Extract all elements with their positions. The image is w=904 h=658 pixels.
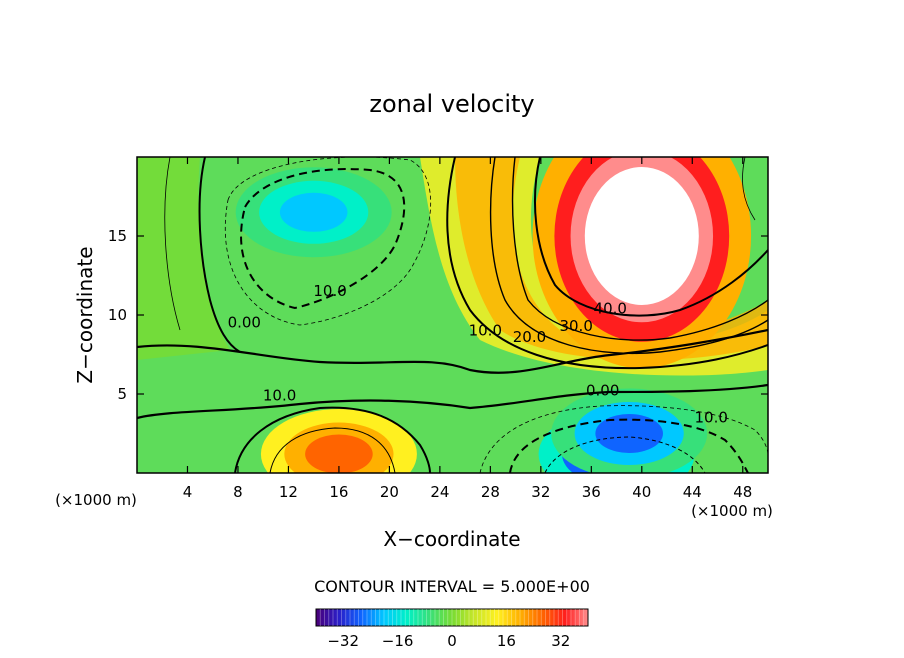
colorbar-tick-label: 0 (447, 632, 457, 650)
y-tick-label: 15 (108, 227, 127, 245)
y-axis-label: Z−coordinate (73, 246, 97, 383)
x-tick-label: 4 (183, 483, 193, 501)
contour-line-10-lower-left (234, 406, 431, 473)
contour-line-neg5-upper (224, 157, 432, 326)
field-band-0 (137, 157, 230, 360)
y-tick-label: 10 (108, 306, 127, 324)
contour-line-20-right (489, 157, 768, 355)
x-tick-label: 28 (481, 483, 500, 501)
field-feature-3-level-2 (305, 434, 373, 473)
x-tick-label: 16 (329, 483, 348, 501)
x-tick-label: 24 (430, 483, 449, 501)
x-tick-label: 48 (733, 483, 752, 501)
field-band-2 (455, 157, 768, 361)
contour-line-zero-lower (137, 383, 768, 420)
contour-label: 10.0 (263, 386, 296, 404)
contour-interval-text: CONTOUR INTERVAL = 5.000E+00 (314, 577, 590, 596)
contour-line-thin-left (164, 157, 181, 331)
x-unit-left: (×1000 m) (55, 491, 137, 509)
x-tick-label: 36 (582, 483, 601, 501)
contour-line-neg10-upper (240, 168, 406, 310)
contour-label: 0.00 (228, 314, 261, 332)
colorbar-tick-label: −32 (327, 632, 359, 650)
contour-line-30-right (511, 157, 768, 341)
contour-label: 40.0 (594, 299, 627, 317)
x-tick-label: 12 (279, 483, 298, 501)
contour-label: 0.00 (586, 382, 619, 400)
x-tick-label: 32 (531, 483, 550, 501)
y-axis: 5 10 15 (108, 227, 768, 403)
colorbar-tick-label: 16 (497, 632, 516, 650)
colorbar-tick-label: −16 (382, 632, 414, 650)
contour-label: 20.0 (513, 328, 546, 346)
contour-line-zero-left (198, 157, 241, 353)
x-tick-label: 44 (683, 483, 702, 501)
colorbar-ticks: −32 −16 0 16 32 (327, 632, 570, 650)
x-tick-label: 40 (632, 483, 651, 501)
field-feature-1-level-2 (595, 414, 663, 453)
contour-line-neg20-lower (544, 436, 706, 473)
contour-line-10-right (446, 157, 768, 370)
contour-label-layer: 0.00 10.0 10.0 10.0 20.0 30.040.0 0.00 10.0 (228, 282, 728, 426)
contour-line-thin-right (742, 157, 756, 221)
colorbar-tick-label: 32 (551, 632, 570, 650)
field-layer (137, 157, 768, 473)
x-tick-label: 20 (380, 483, 399, 501)
x-tick-label: 8 (233, 483, 243, 501)
chart-title: zonal velocity (369, 90, 534, 118)
contour-label: 10.0 (313, 282, 346, 300)
contour-line-zero-upper (137, 328, 768, 374)
contour-line-40-right (534, 157, 768, 317)
contour-line-neg5-lower (479, 405, 768, 473)
y-tick-label: 5 (117, 385, 127, 403)
contour-layer (137, 157, 768, 473)
x-unit-right: (×1000 m) (691, 502, 773, 520)
contour-label: 10.0 (469, 322, 502, 340)
contour-label: 30.0 (559, 317, 592, 335)
contour-line-20-lower-left (269, 427, 396, 473)
colorbar-stripes (319, 609, 585, 626)
contour-label: 10.0 (695, 408, 728, 426)
field-feature-4-level-3 (584, 167, 699, 305)
contour-line-neg10-lower (509, 418, 749, 473)
plot-area: 0.00 10.0 10.0 10.0 20.0 30.040.0 0.00 10.0 (137, 157, 768, 473)
colorbar-ramp (315, 608, 589, 627)
colorbar: −32 −16 0 16 32 (315, 608, 589, 650)
x-axis-label: X−coordinate (383, 527, 520, 551)
x-axis: 4 8 12 16 20 24 28 32 36 40 44 48 (183, 157, 752, 501)
field-feature-2-level-2 (279, 192, 348, 232)
